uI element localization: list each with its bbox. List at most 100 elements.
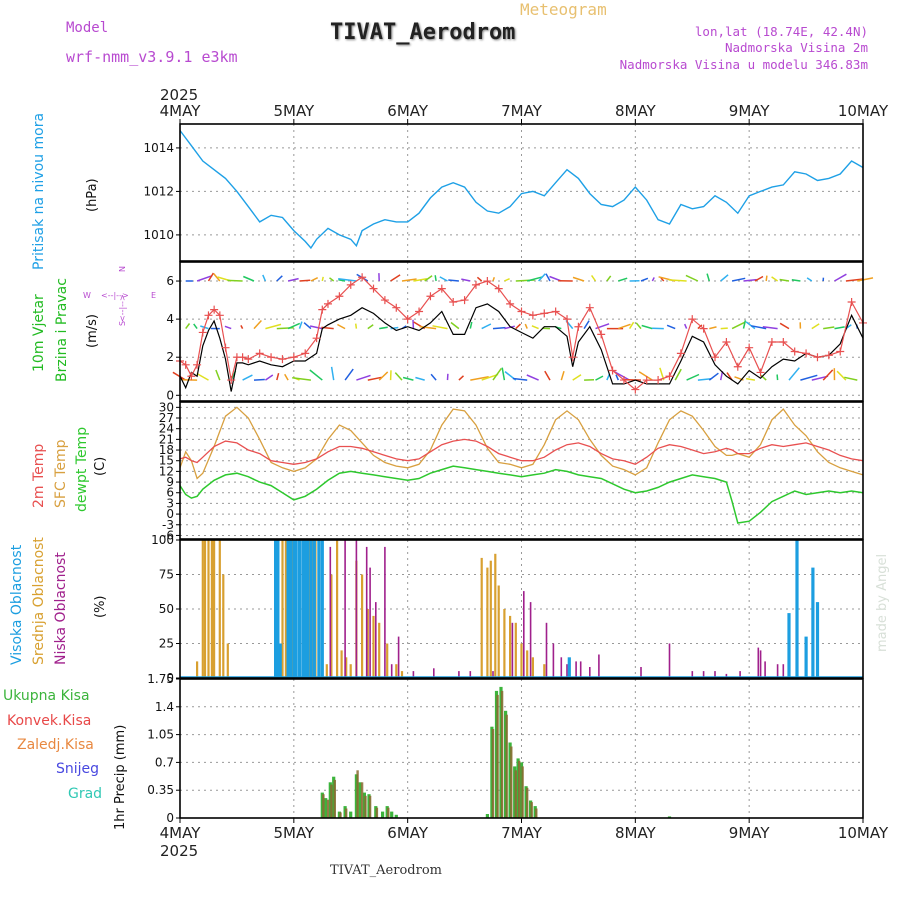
wind-direction-arrow (527, 276, 543, 282)
wind-gust-marker (255, 349, 264, 358)
y-tick-label: 0.7 (155, 755, 174, 769)
wind-direction-arrow (606, 275, 612, 282)
high-cloud-bar (804, 636, 808, 678)
wind-title-1: 10m Vjetar (31, 294, 47, 372)
wind-gust-marker (551, 307, 560, 316)
wind-direction-arrow (745, 321, 756, 330)
y-tick-label: 1012 (143, 184, 174, 198)
wind-compass-east: E (151, 291, 156, 300)
y-tick-label: 9 (166, 475, 174, 489)
low-cloud-bar (566, 664, 568, 678)
wind-direction-arrow (321, 276, 324, 282)
wind-direction-arrow (265, 323, 282, 330)
precip-label-snow: Snijeg (56, 761, 99, 777)
sfc-temp-line (179, 406, 864, 480)
mid-cloud-bar (222, 574, 225, 678)
y-tick-label: 0 (166, 811, 174, 825)
high-cloud-bar (294, 540, 298, 678)
wind-direction-arrow (390, 326, 399, 330)
low-cloud-bar (691, 671, 694, 678)
wind-direction-arrow (492, 277, 496, 282)
wind-direction-arrow (338, 278, 357, 282)
low-cloud-bar (668, 643, 671, 678)
cloud-label-high: Visoka Oblacnost (9, 544, 25, 665)
conv-precip-bar (364, 795, 367, 818)
wind-direction-arrow (779, 278, 790, 282)
wind-direction-arrow (481, 373, 499, 381)
conv-precip-bar (510, 746, 513, 818)
low-cloud-bar (640, 667, 642, 678)
model-name: wrf-nmm_v3.9.1 e3km (66, 48, 238, 66)
y-tick-label: 0.35 (147, 783, 174, 797)
wind-direction-arrow (469, 321, 473, 329)
mid-cloud-bar (281, 540, 284, 678)
wind-direction-arrow (751, 325, 767, 330)
y-tick-label: 1014 (143, 141, 174, 155)
low-cloud-bar (714, 671, 716, 678)
elevation-text: Nadmorska Visina 2m (725, 40, 868, 55)
wind-direction-arrow (836, 370, 847, 381)
wind-direction-arrow (253, 319, 262, 330)
wind-direction-arrow (292, 377, 311, 381)
mid-cloud-bar (543, 664, 546, 678)
wind-gust-marker (642, 376, 651, 385)
wind-gust-marker (699, 324, 708, 333)
wind-direction-arrow (745, 377, 756, 381)
wind-gust-marker (449, 297, 458, 306)
y-tick-label: 1.75 (147, 672, 174, 686)
y-tick-label: 4 (166, 312, 174, 326)
precip-label-hail: Grad (68, 786, 102, 802)
mid-cloud-bar (378, 622, 381, 678)
mid-cloud-bar (203, 540, 207, 678)
cloud-ylabel: (%) (93, 596, 108, 619)
wind-direction-arrow (844, 376, 858, 381)
wind-gust-marker (301, 349, 310, 358)
wind-direction-arrow (834, 273, 847, 282)
wind-gust-marker (198, 328, 207, 337)
wind-direction-arrow (660, 277, 665, 282)
mid-cloud-bar (494, 553, 497, 678)
wind-gust-marker (568, 353, 577, 362)
conv-precip-bar (530, 802, 533, 818)
wind-direction-arrow (697, 324, 703, 330)
day-label-top: 10MAY (838, 102, 889, 120)
wind-direction-arrow (310, 277, 319, 282)
wind-gust-marker (221, 343, 230, 352)
y-tick-label: 27 (159, 411, 174, 425)
low-cloud-bar (369, 567, 371, 678)
wind-direction-arrow (284, 373, 289, 381)
wind-direction-arrow (298, 321, 303, 329)
panel-frame (179, 539, 864, 679)
wind-direction-arrow (276, 373, 280, 381)
low-cloud-bar (375, 602, 377, 678)
wind-direction-arrow (834, 326, 845, 330)
wind-direction-arrow (685, 274, 699, 282)
pressure-title: Pritisak na nivou mora (31, 113, 47, 270)
wind-direction-arrow (857, 277, 874, 282)
wind-direction-arrow (262, 274, 267, 282)
wind-direction-arrow (504, 278, 510, 282)
mid-cloud-bar (284, 540, 287, 678)
wind-direction-arrow (196, 274, 213, 282)
panel-frame (179, 123, 864, 262)
mid-cloud-bar (213, 540, 216, 678)
model-elevation-text: Nadmorska Visina u modelu 346.83m (619, 57, 868, 72)
y-tick-label: 75 (159, 568, 174, 582)
wind-direction-arrow (845, 278, 864, 282)
wind-direction-arrow (776, 374, 779, 381)
low-cloud-bar (575, 661, 577, 678)
conv-precip-bar (360, 782, 364, 818)
wind-direction-arrow (224, 325, 232, 330)
wind-direction-arrow (765, 275, 768, 282)
mid-cloud-bar (526, 650, 529, 678)
wind-direction-arrow (618, 323, 631, 330)
wind-gust-marker (312, 334, 321, 343)
wind-direction-arrow (432, 325, 448, 330)
total-precip-bar (324, 798, 328, 818)
wind-gust-marker (392, 303, 401, 312)
day-label-top: 5MAY (273, 102, 315, 120)
y-tick-label: 0 (166, 388, 174, 402)
wind-direction-arrow (337, 323, 346, 330)
wind-gust-marker (278, 355, 287, 364)
y-tick-label: -3 (162, 518, 174, 532)
